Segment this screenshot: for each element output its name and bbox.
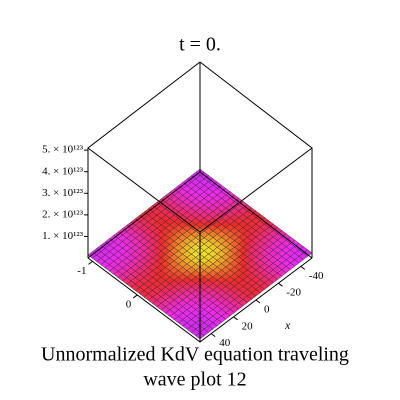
- z-tick-label: 5. × 10¹²³: [42, 144, 84, 156]
- chart-title: t = 0.: [179, 34, 221, 56]
- x-tick: [233, 316, 238, 321]
- caption: wave plot 12: [143, 369, 246, 391]
- z-tick-label: 3. × 10¹²³: [42, 187, 84, 199]
- z-tick-label: 4. × 10¹²³: [42, 165, 84, 177]
- x-tick-label: 40: [219, 337, 231, 349]
- x-tick: [255, 299, 261, 304]
- z-tick-label: 2. × 10¹²³: [42, 208, 84, 220]
- z-tick-label: 1. × 10¹²³: [42, 230, 84, 242]
- x-tick: [278, 282, 283, 287]
- y-tick: [132, 294, 138, 299]
- x-tick-label: -20: [286, 287, 301, 299]
- y-tick-label: -1: [77, 265, 86, 277]
- x-tick: [210, 333, 216, 338]
- x-tick-label: 0: [264, 304, 270, 316]
- caption: Unnormalized KdV equation traveling: [41, 344, 349, 366]
- y-tick-label: 0: [126, 298, 132, 310]
- bounding-box: [87, 61, 313, 343]
- x-axis-label: x: [284, 318, 291, 332]
- x-tick-label: 20: [242, 320, 254, 332]
- x-tick-label: -40: [309, 270, 324, 282]
- x-tick: [300, 265, 306, 270]
- y-tick: [88, 260, 93, 265]
